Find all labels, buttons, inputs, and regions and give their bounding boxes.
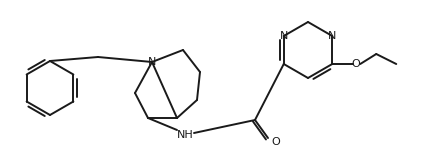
Text: O: O [352,59,361,69]
Text: NH: NH [177,130,193,140]
Text: N: N [328,31,336,41]
Text: O: O [272,137,280,147]
Text: N: N [279,31,288,41]
Text: N: N [148,57,156,67]
